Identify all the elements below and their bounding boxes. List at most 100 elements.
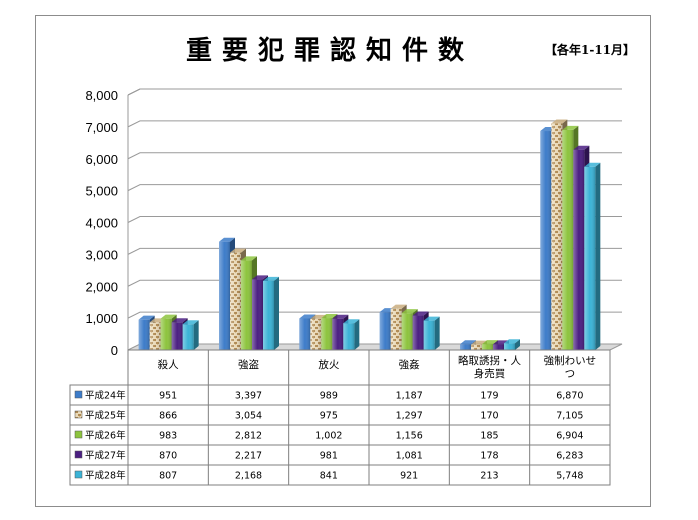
bar-highlight: [299, 318, 311, 350]
bar-top: [551, 119, 568, 124]
bar-highlight: [160, 318, 172, 350]
bar-top: [460, 340, 476, 345]
bar-highlight: [332, 318, 344, 350]
gridline: [127, 152, 622, 160]
y-tick-label: 3,000: [85, 247, 118, 262]
bar-highlight: [460, 344, 471, 350]
data-label: 185: [480, 431, 498, 442]
bar-highlight: [540, 131, 552, 350]
category-label: 略取誘拐・人: [458, 354, 521, 367]
data-label: 981: [320, 451, 338, 462]
bar-top: [138, 315, 155, 320]
bar-side: [193, 320, 199, 350]
data-label: 1,156: [396, 431, 423, 442]
data-label: 2,168: [235, 471, 262, 482]
table-body-box: [69, 384, 611, 486]
y-tick-label: 5,000: [85, 184, 118, 199]
bar-highlight: [263, 280, 274, 350]
bar-highlight: [138, 319, 150, 350]
gridline: [127, 120, 622, 128]
bar-side: [595, 162, 601, 350]
data-label: 6,283: [556, 451, 583, 462]
data-label: 989: [320, 391, 338, 402]
category-label: 強制わいせ: [544, 354, 597, 367]
category-label: 身売買: [474, 367, 506, 380]
gridline: [127, 88, 622, 96]
data-label: 170: [480, 411, 498, 422]
bar-highlight: [562, 129, 574, 350]
data-label: 1,187: [396, 391, 423, 402]
y-tick-label: 1,000: [85, 311, 118, 326]
category-label: 殺人: [158, 358, 179, 371]
data-label: 841: [320, 471, 338, 482]
bar-highlight: [493, 344, 504, 350]
data-label: 983: [159, 431, 177, 442]
data-label: 5,748: [556, 471, 583, 482]
bar-highlight: [310, 318, 322, 350]
gridline: [127, 184, 622, 192]
gridline: [127, 311, 622, 319]
data-label: 178: [480, 451, 498, 462]
gridline: [127, 247, 622, 255]
legend-label: 平成25年: [85, 410, 126, 422]
y-tick-label: 8,000: [85, 88, 118, 103]
bar-top: [412, 311, 429, 316]
legend-key: [74, 470, 83, 479]
category-label: 強姦: [399, 358, 420, 371]
bar-highlight: [252, 279, 263, 350]
y-axis: 0 1,000 2,000 3,000 4,000 5,000 6,000 7,000 8,00…: [85, 88, 118, 358]
data-label: 2,217: [235, 451, 262, 462]
y-tick-label: 2,000: [85, 279, 118, 294]
bar-top: [332, 314, 349, 319]
chart-title: 重要犯罪認知件数: [185, 36, 474, 66]
category-label: つ: [565, 368, 576, 380]
bar-top: [252, 275, 268, 280]
bar-side: [515, 339, 520, 350]
legend-label: 平成28年: [85, 470, 126, 482]
data-label: 1,081: [396, 451, 423, 462]
bar-highlight: [343, 323, 355, 350]
data-label: 866: [159, 411, 177, 422]
data-label: 975: [320, 411, 338, 422]
legend-key: [74, 450, 83, 459]
bar-top: [171, 318, 188, 323]
bar-top: [573, 145, 590, 150]
bar-top: [182, 320, 199, 325]
bar-top: [401, 309, 418, 314]
bar-top: [230, 248, 246, 253]
data-label: 1,297: [396, 411, 423, 422]
data-label: 179: [480, 391, 498, 402]
category-label: 強盗: [238, 358, 259, 371]
bar-highlight: [573, 149, 585, 350]
bar-highlight: [149, 322, 161, 350]
gridline: [127, 279, 622, 287]
bar-highlight: [321, 318, 333, 350]
legend-key: [74, 430, 83, 439]
bar-top: [584, 162, 601, 167]
data-label: 6,870: [556, 391, 583, 402]
data-label: 870: [159, 451, 177, 462]
y-tick-label: 6,000: [85, 152, 118, 167]
y-tick-label: 7,000: [85, 120, 118, 135]
legend-label: 平成26年: [85, 430, 126, 442]
bar-highlight: [584, 166, 596, 350]
bar-highlight: [401, 313, 413, 350]
bar-top: [423, 316, 440, 321]
data-label: 3,397: [235, 391, 262, 402]
bar-top: [263, 276, 279, 281]
gridline: [127, 216, 622, 223]
bar-top: [160, 314, 177, 319]
bar-highlight: [182, 324, 194, 350]
bar-top: [299, 314, 316, 319]
bars: [138, 119, 601, 350]
bar-highlight: [379, 312, 391, 350]
data-label: 2,812: [235, 431, 262, 442]
data-label: 921: [400, 471, 418, 482]
bar-top: [321, 314, 338, 319]
bar-highlight: [171, 322, 183, 350]
bar-highlight: [241, 260, 252, 350]
y-tick-label: 0: [111, 343, 118, 358]
bar-highlight: [423, 320, 435, 350]
